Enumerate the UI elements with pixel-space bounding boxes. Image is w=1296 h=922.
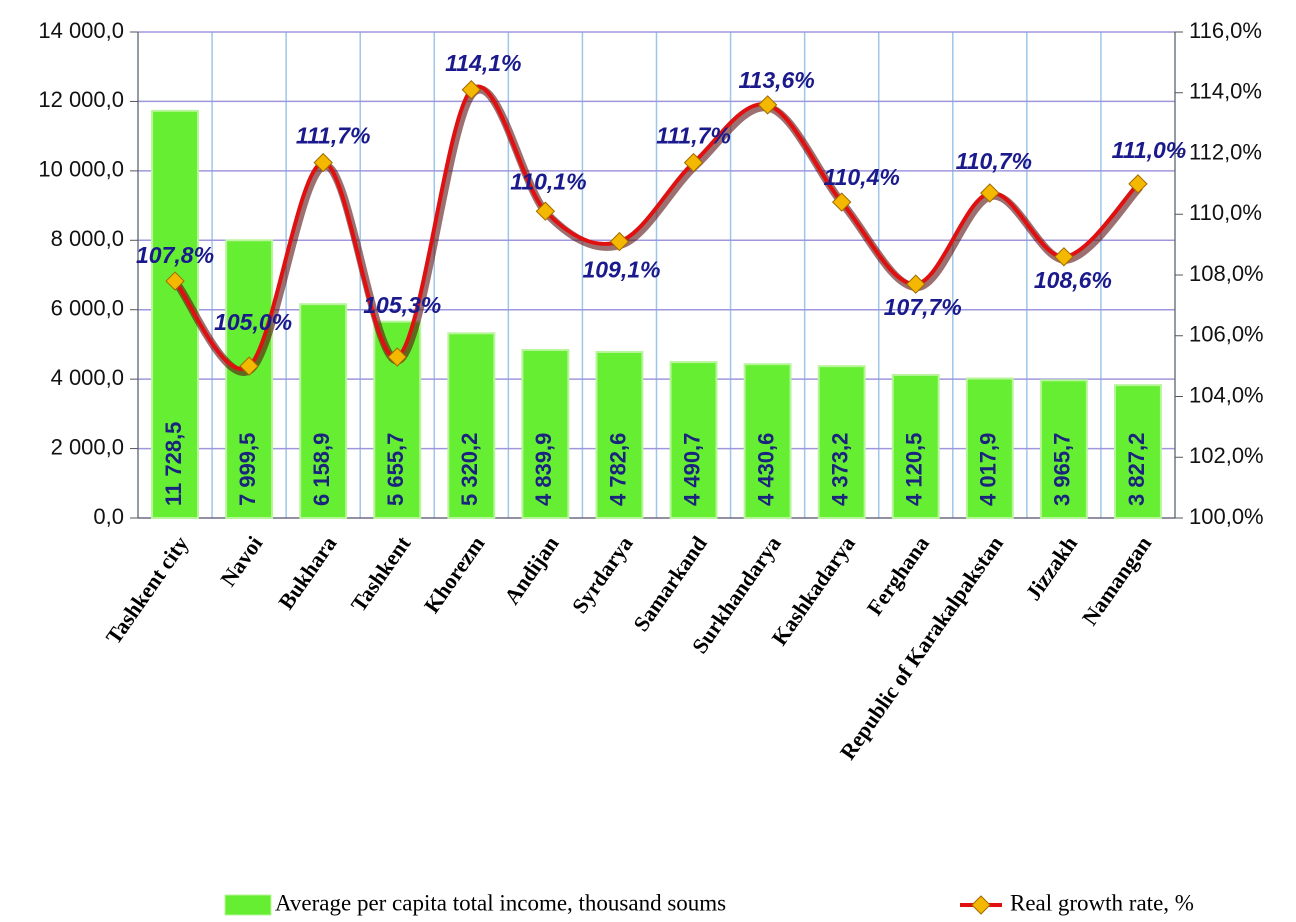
x-tick-label: Bukhara (273, 531, 341, 613)
bar (669, 361, 718, 519)
bar-value-label: 4 839,9 (531, 433, 556, 506)
x-tick-label: Namangan (1077, 531, 1156, 629)
bar (299, 303, 348, 519)
bar-value-label: 3 965,7 (1050, 433, 1075, 506)
legend-label: Real growth rate, % (1010, 890, 1194, 915)
y2-tick-label: 116,0% (1189, 18, 1262, 43)
bar-value-label: 5 655,7 (383, 433, 408, 506)
line-value-label: 105,0% (214, 309, 292, 335)
bar-value-label: 3 827,2 (1124, 433, 1149, 506)
y2-tick-label: 112,0% (1189, 139, 1262, 164)
line-value-label: 109,1% (582, 257, 660, 283)
x-tick-label: Syrdarya (567, 531, 638, 617)
x-tick-label: Khorezm (419, 531, 490, 617)
line-value-label: 111,0% (1112, 137, 1187, 163)
y2-tick-label: 102,0% (1189, 443, 1264, 468)
y2-tick-label: 114,0% (1189, 79, 1262, 104)
y-tick-label: 12 000,0 (38, 87, 124, 112)
y-tick-label: 10 000,0 (38, 157, 124, 182)
line-marker (906, 274, 926, 294)
y-tick-label: 8 000,0 (51, 226, 124, 251)
legend-marker (971, 895, 991, 915)
bar-value-label: 4 782,6 (605, 433, 630, 506)
line-marker (1128, 174, 1148, 194)
y-tick-label: 6 000,0 (51, 296, 124, 321)
bar (1114, 384, 1162, 519)
x-tick-label: Jizzakh (1020, 531, 1082, 604)
line-value-label: 111,7% (656, 123, 731, 149)
x-tick-label: Andijan (499, 531, 564, 608)
line-value-label: 107,8% (136, 242, 214, 268)
line-marker (461, 80, 482, 100)
line-marker (683, 152, 704, 173)
bar (225, 239, 274, 519)
line-value-label: 114,1% (445, 50, 521, 76)
bar (891, 373, 940, 519)
y-tick-label: 2 000,0 (51, 434, 124, 459)
bar (595, 350, 644, 519)
bar (447, 332, 496, 519)
bar-value-label: 4 017,9 (976, 433, 1001, 506)
line-marker (239, 356, 259, 376)
line-value-label: 111,7% (296, 123, 371, 149)
bar (521, 348, 570, 519)
line-value-label: 113,6% (738, 67, 814, 93)
x-tick-label: Tashkent (346, 531, 416, 616)
bar-value-label: 7 999,5 (235, 433, 260, 506)
bar-value-label: 11 728,5 (161, 422, 186, 506)
line-marker (980, 183, 1000, 203)
y2-tick-label: 104,0% (1189, 382, 1264, 407)
line-marker (757, 95, 778, 115)
line-value-label: 110,1% (510, 168, 586, 194)
bar-value-label: 4 490,7 (679, 433, 704, 506)
x-tick-label: Ferghana (862, 531, 934, 619)
bar-value-label: 6 158,9 (309, 433, 334, 506)
line-value-label: 110,7% (956, 148, 1032, 174)
line-marker (535, 201, 556, 221)
x-tick-label: Samarkand (628, 531, 712, 635)
bar (817, 365, 866, 520)
x-tick-label: Navoi (215, 531, 267, 590)
y-tick-label: 0,0 (93, 504, 124, 529)
line-value-label: 108,6% (1034, 267, 1112, 293)
y2-tick-label: 100,0% (1189, 504, 1264, 529)
bar (1039, 379, 1088, 519)
bar-value-label: 4 430,6 (753, 433, 778, 506)
line-value-label: 107,7% (884, 294, 962, 320)
line-marker (1054, 247, 1074, 267)
line-value-label: 110,4% (824, 164, 900, 190)
bar (151, 109, 199, 520)
y2-tick-label: 108,0% (1189, 261, 1264, 286)
bar-value-label: 4 373,2 (827, 433, 852, 506)
bar (743, 363, 792, 519)
y2-tick-label: 106,0% (1189, 322, 1264, 347)
line-marker (165, 271, 185, 291)
line-marker (387, 347, 407, 367)
line-value-label: 105,3% (363, 292, 441, 318)
bar-value-label: 5 320,2 (457, 433, 482, 506)
line-marker (313, 152, 333, 173)
y-tick-label: 14 000,0 (38, 18, 124, 43)
bar (965, 377, 1014, 520)
x-tick-label: Tashkent city (101, 531, 194, 648)
x-tick-label: Republic of Karakalpakstan (835, 531, 1008, 764)
legend-label: Average per capita total income, thousan… (275, 890, 726, 915)
bar-value-label: 4 120,5 (902, 433, 927, 506)
legend-swatch (224, 894, 272, 916)
line-marker (831, 192, 852, 212)
y2-tick-label: 110,0% (1189, 200, 1262, 225)
y-tick-label: 4 000,0 (51, 365, 124, 390)
line-marker (609, 231, 630, 252)
